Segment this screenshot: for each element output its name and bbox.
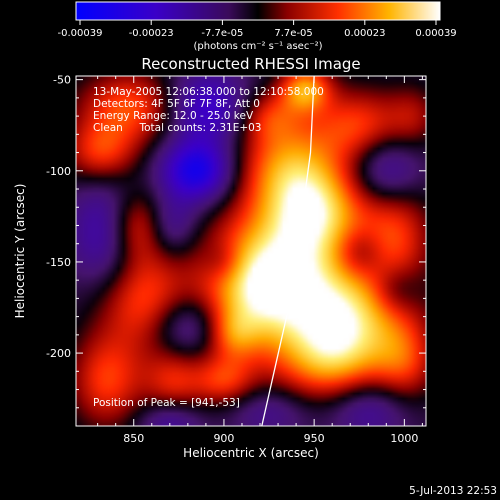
colorbar-tick-label: 7.7e-05 (274, 28, 312, 39)
x-tick-label: 1000 (390, 432, 418, 445)
annotation-clean-counts: Clean Total counts: 2.31E+03 (93, 122, 262, 134)
colorbar-tick-label: -0.00039 (58, 28, 103, 39)
colorbar-tick-label: 0.00023 (344, 28, 385, 39)
colorbar-unit-label: (photons cm⁻² s⁻¹ asec⁻²) (193, 41, 322, 52)
y-tick-label: -150 (46, 256, 71, 269)
chart-title: Reconstructed RHESSI Image (141, 55, 360, 73)
colorbar-ticks: -0.00039 -0.00023 -7.7e-05 7.7e-05 0.00023 0.… (58, 20, 457, 39)
x-axis-ticks: 850 900 950 1000 (97, 76, 423, 445)
x-axis-label: Heliocentric X (arcsec) (183, 446, 319, 460)
x-tick-label: 900 (213, 432, 234, 445)
colorbar-tick-label: -7.7e-05 (201, 28, 243, 39)
x-tick-label: 850 (123, 432, 144, 445)
y-tick-label: -50 (53, 74, 71, 87)
y-axis-label: Heliocentric Y (arcsec) (13, 184, 27, 319)
y-tick-label: -200 (46, 347, 71, 360)
heatmap-image (76, 76, 426, 426)
colorbar-tick-label: -0.00023 (129, 28, 174, 39)
footer-timestamp: 5-Jul-2013 22:53 (409, 485, 497, 497)
annotation-energy-range: Energy Range: 12.0 - 25.0 keV (93, 110, 254, 122)
annotation-time-range: 13-May-2005 12:06:38.000 to 12:10:58.000 (93, 86, 324, 98)
y-tick-label: -100 (46, 165, 71, 178)
plot-frame (75, 75, 427, 427)
annotation-peak-position: Position of Peak = [941,-53] (93, 397, 240, 409)
y-axis-ticks: -50 -100 -150 -200 (46, 74, 426, 409)
solar-limb-line (261, 76, 315, 426)
annotation-detectors: Detectors: 4F 5F 6F 7F 8F, Att 0 (93, 98, 260, 110)
x-tick-label: 950 (304, 432, 325, 445)
colorbar (75, 1, 441, 21)
colorbar-tick-label: 0.00039 (415, 28, 456, 39)
